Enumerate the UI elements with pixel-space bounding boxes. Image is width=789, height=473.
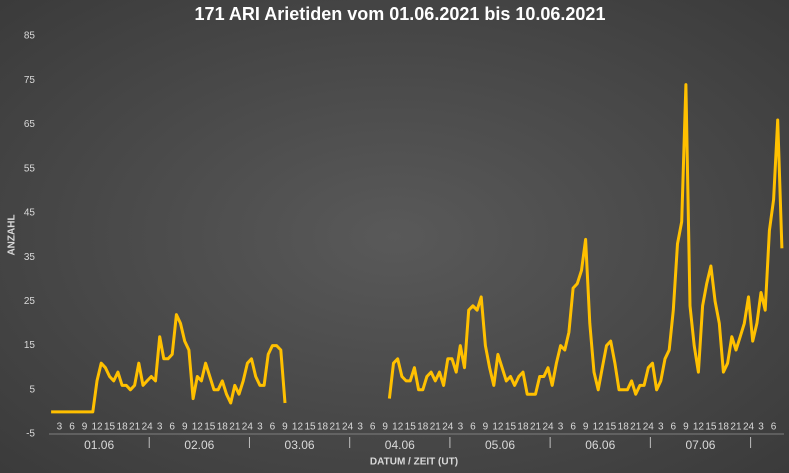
x-tick-label: 6 xyxy=(169,422,175,433)
x-tick-label: 12 xyxy=(91,422,103,433)
x-tick-label: 24 xyxy=(542,422,554,433)
y-tick-label: 5 xyxy=(29,384,35,395)
x-tick-label: 24 xyxy=(142,422,154,433)
x-axis-title: DATUM / ZEIT (UT) xyxy=(370,457,458,468)
x-tick-label: 21 xyxy=(330,422,342,433)
x-tick-label: 3 xyxy=(257,422,263,433)
x-tick-label: 18 xyxy=(718,422,730,433)
x-tick-label: 24 xyxy=(442,422,454,433)
x-tick-label: 3 xyxy=(458,422,464,433)
x-tick-label: 3 xyxy=(157,422,163,433)
x-tick-label: 24 xyxy=(743,422,755,433)
x-tick-label: 24 xyxy=(242,422,254,433)
y-tick-label: 25 xyxy=(24,296,36,307)
x-tick-label: 18 xyxy=(618,422,630,433)
x-tick-label: 9 xyxy=(583,422,589,433)
x-tick-label: 15 xyxy=(104,422,116,433)
date-label: 05.06 xyxy=(485,438,515,452)
x-tick-label: 9 xyxy=(182,422,188,433)
x-tick-label: 9 xyxy=(683,422,689,433)
data-line xyxy=(51,83,784,414)
y-tick-label: 15 xyxy=(24,340,36,351)
x-tick-label: 6 xyxy=(470,422,476,433)
x-tick-label: 9 xyxy=(382,422,388,433)
date-label: 03.06 xyxy=(285,438,315,452)
x-tick-label: 21 xyxy=(229,422,241,433)
x-tick-label: 12 xyxy=(492,422,504,433)
x-tick-label: 21 xyxy=(730,422,742,433)
x-tick-label: 21 xyxy=(530,422,542,433)
x-tick-label: 9 xyxy=(82,422,88,433)
x-tick-label: 12 xyxy=(593,422,605,433)
x-tick-label: 3 xyxy=(658,422,664,433)
x-tick-label: 3 xyxy=(558,422,564,433)
x-tick-label: 21 xyxy=(630,422,642,433)
x-tick-label: 12 xyxy=(693,422,705,433)
x-tick-label: 15 xyxy=(204,422,216,433)
date-label: 02.06 xyxy=(184,438,214,452)
y-tick-label: -5 xyxy=(26,429,35,440)
x-tick-label: 3 xyxy=(57,422,63,433)
x-tick-label: 6 xyxy=(771,422,777,433)
x-tick-label: 18 xyxy=(417,422,429,433)
x-tick-label: 18 xyxy=(117,422,129,433)
x-tick-label: 12 xyxy=(392,422,404,433)
x-tick-label: 6 xyxy=(671,422,677,433)
x-tick-label: 21 xyxy=(430,422,442,433)
x-tick-label: 6 xyxy=(370,422,376,433)
x-tick-label: 15 xyxy=(705,422,717,433)
chart-title: 171 ARI Arietiden vom 01.06.2021 bis 10.… xyxy=(195,4,606,24)
x-tick-label: 12 xyxy=(292,422,304,433)
x-tick-label: 15 xyxy=(405,422,417,433)
y-tick-label: 75 xyxy=(24,75,36,86)
date-label: 04.06 xyxy=(385,438,415,452)
x-tick-label: 15 xyxy=(505,422,517,433)
x-tick-label: 24 xyxy=(643,422,655,433)
x-tick-label: 12 xyxy=(192,422,204,433)
x-tick-label: 18 xyxy=(217,422,229,433)
y-tick-label: 65 xyxy=(24,119,36,130)
y-tick-label: 85 xyxy=(24,31,36,42)
x-tick-label: 18 xyxy=(317,422,329,433)
x-tick-label: 18 xyxy=(517,422,529,433)
x-tick-label: 21 xyxy=(129,422,141,433)
date-label: 06.06 xyxy=(585,438,615,452)
y-axis-title: ANZAHL xyxy=(7,214,18,255)
x-tick-label: 15 xyxy=(304,422,316,433)
date-label: 01.06 xyxy=(84,438,114,452)
x-tick-label: 6 xyxy=(270,422,276,433)
x-tick-label: 6 xyxy=(570,422,576,433)
y-tick-label: 35 xyxy=(24,252,36,263)
x-tick-label: 3 xyxy=(357,422,363,433)
x-tick-label: 6 xyxy=(69,422,75,433)
y-tick-label: 55 xyxy=(24,163,36,174)
date-label: 07.06 xyxy=(685,438,715,452)
x-tick-label: 9 xyxy=(282,422,288,433)
x-tick-label: 9 xyxy=(483,422,489,433)
y-tick-label: 45 xyxy=(24,208,36,219)
x-tick-label: 24 xyxy=(342,422,354,433)
x-tick-label: 3 xyxy=(758,422,764,433)
x-tick-label: 15 xyxy=(605,422,617,433)
